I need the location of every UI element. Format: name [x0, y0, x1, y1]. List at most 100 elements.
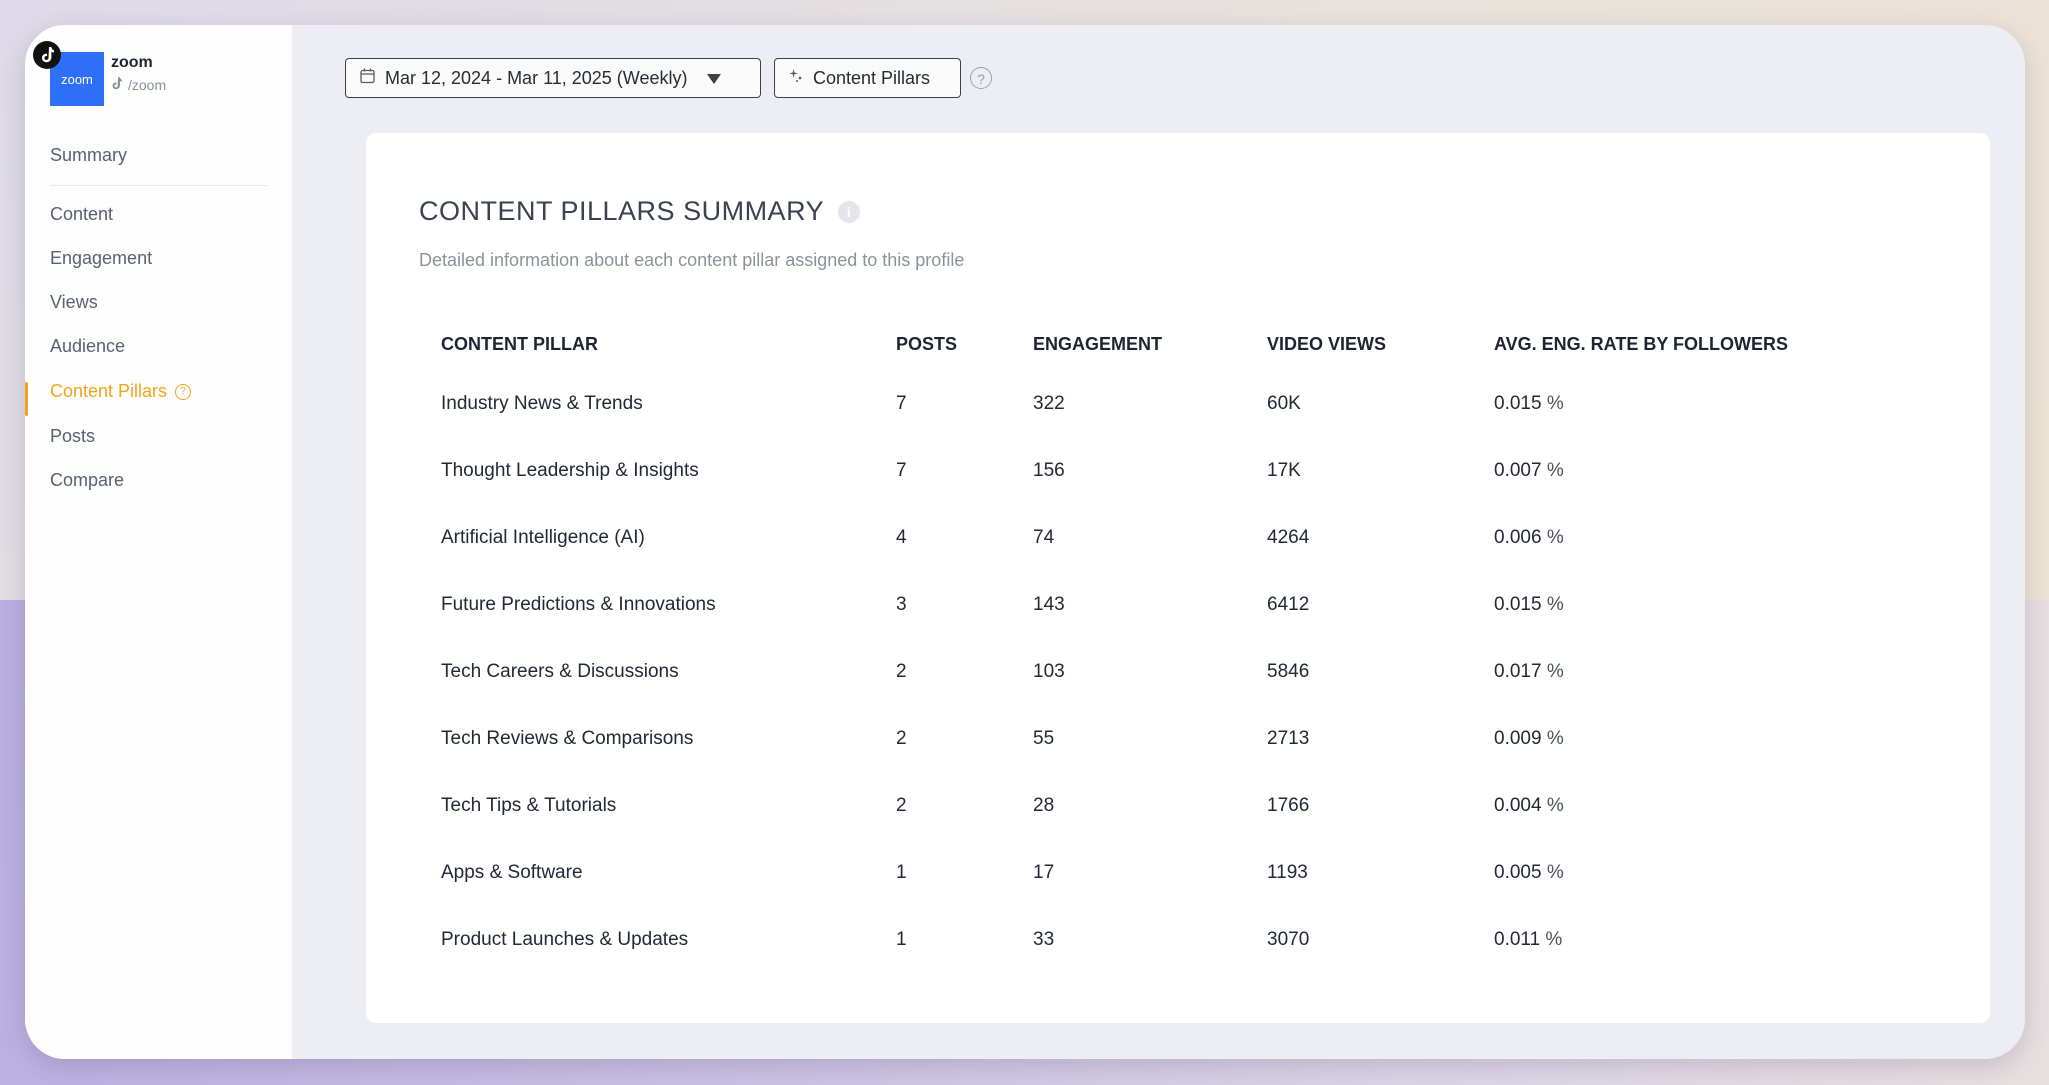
cell-avg-eng-rate: 0.007 % [1494, 437, 1894, 504]
cell-pillar: Tech Tips & Tutorials [441, 794, 617, 816]
cell-posts: 7 [896, 392, 907, 414]
table-row: Future Predictions & Innovations 3 143 6… [441, 571, 1894, 638]
cell-video-views: 1766 [1267, 794, 1310, 816]
cell-engagement: 33 [1033, 928, 1055, 950]
sidebar-item-content-pillars[interactable]: Content Pillars ? [50, 381, 192, 402]
column-header-avg-eng-rate: AVG. ENG. RATE BY FOLLOWERS [1494, 333, 1789, 354]
rate-unit: % [1546, 593, 1564, 615]
column-header-engagement: ENGAGEMENT [1033, 333, 1163, 354]
card-subtitle: Detailed information about each content … [419, 250, 965, 270]
nav-divider [50, 185, 268, 186]
cell-engagement: 74 [1033, 526, 1055, 548]
cell-pillar: Future Predictions & Innovations [441, 593, 716, 615]
sparkle-icon [789, 68, 803, 89]
sidebar-item-label: Compare [50, 470, 125, 490]
cell-video-views: 5846 [1267, 660, 1310, 682]
cell-avg-eng-rate: 0.005 % [1494, 839, 1894, 906]
rate-value: 0.007 [1494, 459, 1542, 481]
sidebar-item-compare[interactable]: Compare [50, 470, 124, 491]
cell-pillar: Artificial Intelligence (AI) [441, 526, 645, 548]
date-range-dropdown[interactable]: Mar 12, 2024 - Mar 11, 2025 (Weekly) [345, 58, 761, 98]
rate-unit: % [1546, 660, 1564, 682]
cell-video-views: 6412 [1267, 593, 1310, 615]
table-row: Thought Leadership & Insights 7 156 17K … [441, 437, 1894, 504]
rate-value: 0.004 [1494, 794, 1542, 816]
tiktok-icon [33, 41, 61, 69]
rate-unit: % [1546, 727, 1564, 749]
table-row: Product Launches & Updates 1 33 3070 0.0… [441, 906, 1894, 973]
cell-avg-eng-rate: 0.006 % [1494, 504, 1894, 571]
sidebar-item-label: Audience [50, 336, 126, 356]
sidebar: zoom zoom /zoom Summary Content Engageme… [25, 25, 292, 1059]
cell-engagement: 322 [1033, 392, 1065, 414]
sidebar-item-content[interactable]: Content [50, 204, 113, 225]
cell-avg-eng-rate: 0.015 % [1494, 370, 1894, 437]
cell-pillar: Thought Leadership & Insights [441, 459, 699, 481]
cell-avg-eng-rate: 0.011 % [1494, 906, 1894, 973]
rate-value: 0.015 [1494, 392, 1542, 414]
cell-video-views: 4264 [1267, 526, 1310, 548]
profile-name: zoom [111, 54, 153, 71]
sidebar-item-audience[interactable]: Audience [50, 336, 125, 357]
cell-video-views: 3070 [1267, 928, 1310, 950]
cell-video-views: 2713 [1267, 727, 1310, 749]
cell-posts: 2 [896, 727, 907, 749]
sidebar-item-label: Summary [50, 145, 128, 165]
rate-value: 0.005 [1494, 861, 1542, 883]
avatar-logo-text: zoom [61, 71, 93, 87]
table-row: Apps & Software 1 17 1193 0.005 % [441, 839, 1894, 906]
rate-unit: % [1546, 526, 1564, 548]
cell-posts: 2 [896, 660, 907, 682]
rate-unit: % [1546, 459, 1564, 481]
active-indicator [25, 382, 28, 416]
column-header-video-views: VIDEO VIEWS [1267, 333, 1387, 354]
help-icon[interactable]: ? [970, 67, 992, 89]
sidebar-item-label: Content Pillars [50, 381, 168, 401]
sidebar-item-summary[interactable]: Summary [50, 145, 127, 166]
cell-engagement: 28 [1033, 794, 1055, 816]
rate-value: 0.009 [1494, 727, 1542, 749]
cell-posts: 7 [896, 459, 907, 481]
app-window: zoom zoom /zoom Summary Content Engageme… [25, 25, 2025, 1059]
handle-text: /zoom [128, 77, 167, 93]
sidebar-item-label: Engagement [50, 248, 153, 268]
cell-pillar: Industry News & Trends [441, 392, 643, 414]
sidebar-item-engagement[interactable]: Engagement [50, 248, 152, 269]
cell-posts: 1 [896, 928, 907, 950]
sidebar-item-posts[interactable]: Posts [50, 426, 95, 447]
cell-pillar: Product Launches & Updates [441, 928, 689, 950]
rate-value: 0.006 [1494, 526, 1542, 548]
rate-value: 0.015 [1494, 593, 1542, 615]
sidebar-item-label: Views [50, 292, 98, 312]
cell-engagement: 17 [1033, 861, 1055, 883]
cell-avg-eng-rate: 0.017 % [1494, 638, 1894, 705]
calendar-icon [360, 68, 375, 89]
help-icon[interactable]: ? [175, 383, 192, 400]
rate-value: 0.017 [1494, 660, 1542, 682]
cell-posts: 2 [896, 794, 907, 816]
date-range-label: Mar 12, 2024 - Mar 11, 2025 (Weekly) [385, 67, 688, 88]
cell-avg-eng-rate: 0.009 % [1494, 705, 1894, 772]
table-row: Tech Careers & Discussions 2 103 5846 0.… [441, 638, 1894, 705]
cell-engagement: 55 [1033, 727, 1055, 749]
cell-pillar: Tech Reviews & Comparisons [441, 727, 694, 749]
table-row: Artificial Intelligence (AI) 4 74 4264 0… [441, 504, 1894, 571]
tiktok-small-icon [111, 77, 122, 93]
sidebar-item-views[interactable]: Views [50, 292, 98, 313]
content-pillars-button[interactable]: Content Pillars [774, 58, 961, 98]
cell-video-views: 60K [1267, 392, 1301, 414]
rate-unit: % [1545, 928, 1563, 950]
cell-video-views: 17K [1267, 459, 1301, 481]
content-pillars-card: CONTENT PILLARS SUMMARY i Detailed infor… [366, 133, 1990, 1023]
rate-unit: % [1546, 861, 1564, 883]
table-header-row: CONTENT PILLAR POSTS ENGAGEMENT VIDEO VI… [441, 318, 1894, 370]
profile-handle: /zoom [111, 77, 166, 93]
cell-engagement: 143 [1033, 593, 1065, 615]
sidebar-item-label: Content [50, 204, 114, 224]
card-title: CONTENT PILLARS SUMMARY i [419, 196, 861, 227]
content-pillars-table: CONTENT PILLAR POSTS ENGAGEMENT VIDEO VI… [441, 318, 1894, 973]
caret-down-icon [707, 68, 722, 89]
cell-pillar: Apps & Software [441, 861, 583, 883]
info-icon[interactable]: i [838, 200, 861, 223]
column-header-posts: POSTS [896, 333, 958, 354]
